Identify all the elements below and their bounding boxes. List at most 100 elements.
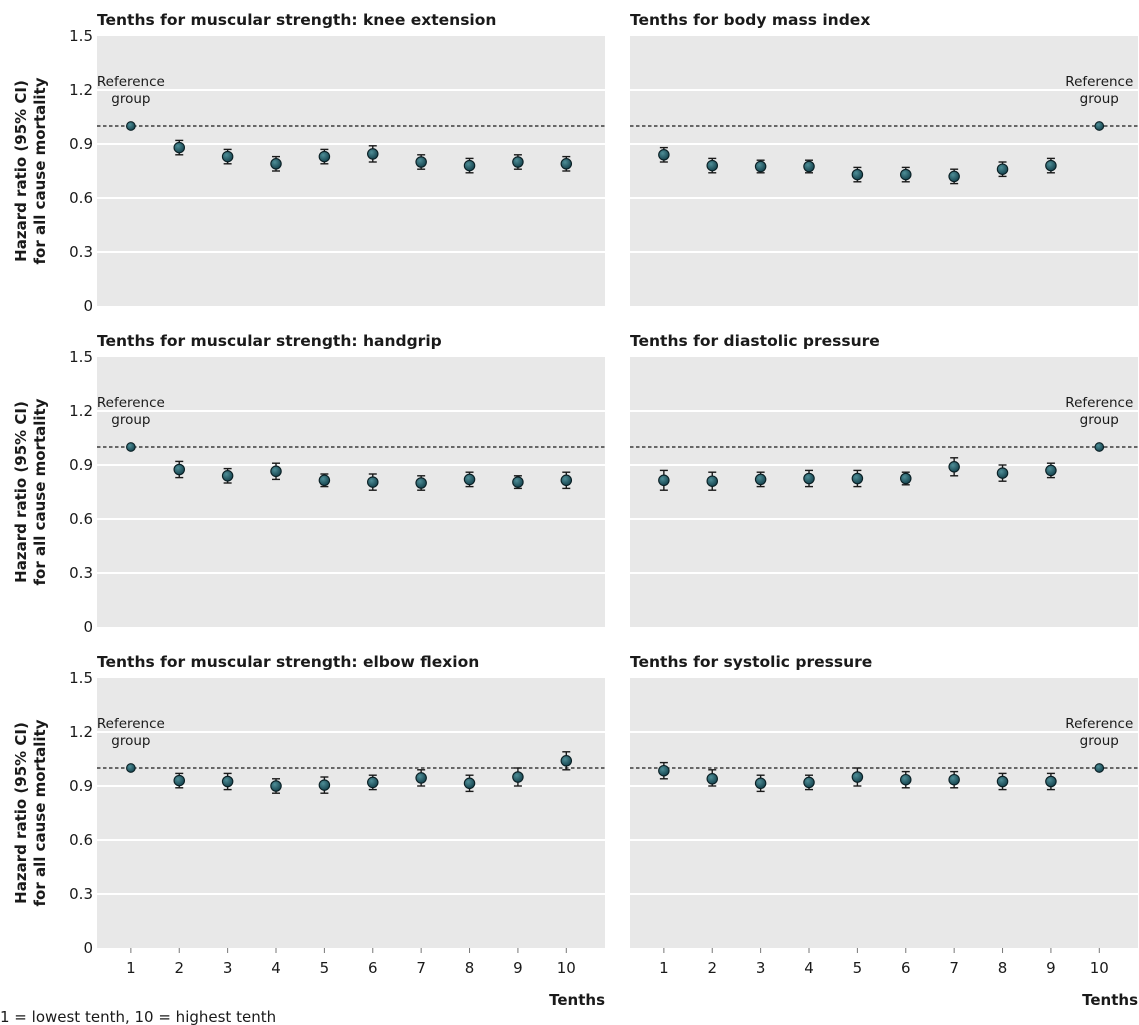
reference-group-label: Reference [97, 395, 165, 411]
data-point [900, 472, 912, 485]
footnote: 1 = lowest tenth, 10 = highest tenth [0, 1008, 276, 1025]
data-point [367, 776, 379, 789]
data-point [658, 764, 670, 777]
y-tick-label: 0.3 [69, 564, 93, 582]
data-point [270, 465, 282, 478]
x-tick-label: 10 [1090, 959, 1109, 977]
y-tick-label: 0.3 [69, 243, 93, 261]
x-tick-label: 7 [416, 959, 426, 977]
x-tick-label: 2 [174, 959, 184, 977]
chart-panel: Tenths for diastolic pressure Referencegr… [630, 332, 1138, 627]
data-point [173, 141, 185, 154]
reference-group-label: group [1080, 733, 1119, 749]
x-tick-label: 8 [465, 959, 475, 977]
reference-group-label: Reference [1065, 395, 1133, 411]
reference-group-label: group [111, 733, 150, 749]
reference-group-label: Reference [97, 716, 165, 732]
data-point [173, 774, 185, 787]
chart-panel: Tenths for muscular strength: elbow flex… [12, 653, 605, 1009]
x-tick-label: 8 [998, 959, 1008, 977]
x-tick-label: 5 [853, 959, 863, 977]
data-point [173, 463, 185, 476]
panel-background [630, 357, 1138, 627]
y-axis-label-line-2: for all cause mortality [31, 719, 49, 906]
x-tick-label: 3 [223, 959, 233, 977]
data-point [851, 771, 864, 783]
data-point [996, 775, 1009, 788]
reference-group-label: group [111, 91, 150, 107]
data-point [706, 475, 718, 487]
x-tick-label: 9 [1046, 959, 1056, 977]
y-tick-label: 0.6 [69, 510, 93, 528]
y-axis-label-line-1: Hazard ratio (95% CI) [12, 80, 30, 262]
chart-panel: Tenths for systolic pressure 1 2 3 4 5 6 7 8 9 10 T… [630, 653, 1138, 1009]
panel-title: Tenths for diastolic pressure [630, 332, 880, 350]
y-axis-label-line-1: Hazard ratio (95% CI) [12, 401, 30, 583]
data-point [560, 474, 573, 487]
y-tick-label: 0.9 [69, 135, 93, 153]
panel-background [97, 36, 605, 306]
data-point [221, 470, 234, 482]
data-point [1045, 464, 1057, 477]
data-point [851, 472, 864, 485]
data-point [754, 473, 767, 486]
reference-group-label: Reference [1065, 74, 1133, 90]
data-point [126, 763, 136, 773]
panel-title: Tenths for body mass index [630, 11, 870, 29]
data-point [415, 772, 427, 784]
data-point [658, 149, 670, 161]
data-point [270, 780, 282, 792]
reference-group-label: group [1080, 91, 1119, 107]
data-point [803, 776, 815, 789]
x-tick-label: 7 [949, 959, 959, 977]
reference-group-label: group [111, 412, 150, 428]
data-point [706, 159, 718, 172]
panel-background [97, 678, 605, 948]
data-point [270, 158, 282, 170]
data-point [996, 163, 1009, 175]
y-tick-label: 1.5 [69, 27, 93, 45]
chart-panel: Tenths for muscular strength: handgrip 0 0… [12, 332, 605, 636]
data-point [1045, 159, 1057, 172]
y-tick-label: 0.9 [69, 777, 93, 795]
data-point [126, 121, 136, 131]
data-point [560, 755, 573, 767]
data-point [512, 156, 524, 168]
panel-title: Tenths for systolic pressure [630, 653, 872, 671]
data-point [948, 170, 960, 183]
data-point [512, 771, 524, 783]
x-tick-label: 9 [513, 959, 523, 977]
panel-background [97, 357, 605, 627]
x-tick-label: 3 [756, 959, 766, 977]
x-tick-label: 1 [659, 959, 669, 977]
data-point [754, 160, 767, 173]
y-tick-label: 0.3 [69, 885, 93, 903]
x-tick-label: 10 [557, 959, 576, 977]
data-point [658, 474, 670, 487]
x-tick-label: 1 [126, 959, 136, 977]
panel-title: Tenths for muscular strength: knee exten… [97, 11, 496, 29]
x-tick-label: 6 [901, 959, 911, 977]
y-tick-label: 0 [83, 939, 93, 957]
y-tick-label: 0 [83, 297, 93, 315]
data-point [851, 168, 864, 181]
y-tick-label: 1.5 [69, 669, 93, 687]
data-point [318, 474, 331, 487]
data-point [754, 777, 767, 790]
y-axis-label-line-1: Hazard ratio (95% CI) [12, 722, 30, 904]
data-point [463, 777, 476, 790]
reference-group-label: Reference [1065, 716, 1133, 732]
x-tick-label: 6 [368, 959, 378, 977]
data-point [1094, 442, 1105, 452]
y-tick-label: 1.2 [69, 723, 93, 741]
data-point [318, 150, 331, 163]
data-point [1094, 121, 1105, 131]
data-point [463, 159, 476, 172]
data-point [221, 775, 234, 788]
data-point [948, 773, 960, 786]
panel-background [630, 36, 1138, 306]
y-tick-label: 0.6 [69, 831, 93, 849]
x-tick-label: 5 [320, 959, 330, 977]
x-tick-label: 4 [271, 959, 281, 977]
